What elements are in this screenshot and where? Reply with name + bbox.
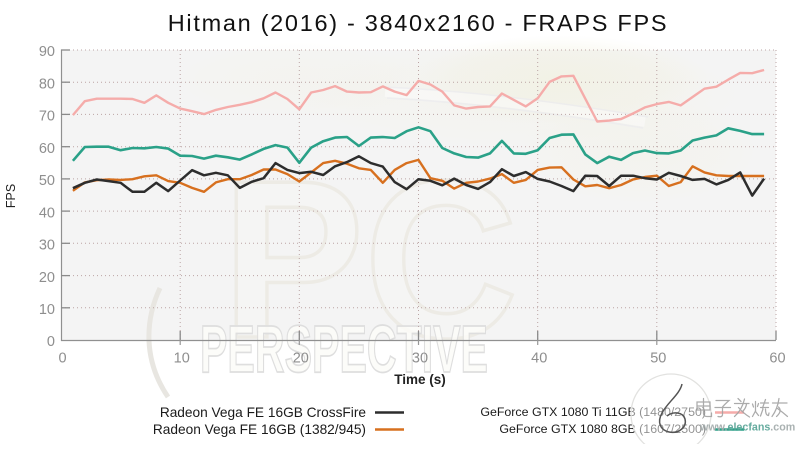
svg-text:FPS: FPS bbox=[4, 184, 18, 208]
svg-text:40: 40 bbox=[531, 351, 547, 367]
svg-text:30: 30 bbox=[39, 238, 55, 254]
svg-text:60: 60 bbox=[769, 351, 785, 367]
svg-text:Radeon Vega FE 16GB CrossFire: Radeon Vega FE 16GB CrossFire bbox=[160, 405, 366, 420]
svg-text:80: 80 bbox=[39, 76, 55, 92]
svg-text:www.elecfans.com: www.elecfans.com bbox=[699, 422, 795, 434]
svg-text:10: 10 bbox=[174, 351, 190, 367]
svg-text:PC: PC bbox=[222, 133, 518, 385]
svg-text:Radeon Vega FE 16GB (1382/945): Radeon Vega FE 16GB (1382/945) bbox=[153, 422, 366, 437]
svg-text:20: 20 bbox=[39, 270, 55, 286]
svg-text:PERSPECTIVE: PERSPECTIVE bbox=[200, 312, 488, 387]
svg-text:Hitman (2016) - 3840x2160 - FR: Hitman (2016) - 3840x2160 - FRAPS FPS bbox=[168, 10, 668, 36]
svg-text:10: 10 bbox=[39, 302, 55, 318]
svg-text:90: 90 bbox=[39, 44, 55, 60]
svg-text:Time (s): Time (s) bbox=[394, 372, 446, 387]
svg-text:60: 60 bbox=[39, 141, 55, 157]
svg-text:40: 40 bbox=[39, 205, 55, 221]
svg-text:70: 70 bbox=[39, 109, 55, 125]
svg-text:20: 20 bbox=[293, 351, 309, 367]
svg-text:50: 50 bbox=[39, 173, 55, 189]
svg-text:50: 50 bbox=[650, 351, 666, 367]
svg-text:0: 0 bbox=[58, 351, 66, 367]
svg-text:0: 0 bbox=[47, 334, 55, 350]
svg-text:30: 30 bbox=[412, 351, 428, 367]
